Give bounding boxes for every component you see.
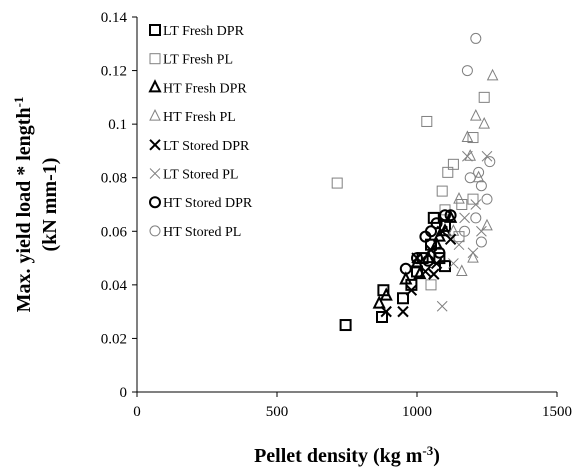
data-point [475, 180, 487, 192]
data-point [425, 279, 437, 291]
data-point [421, 115, 433, 127]
y-axis-label: Max. yield load * length-1 [11, 97, 36, 313]
x-axis-label-part: -3 [422, 443, 433, 458]
data-point [331, 177, 343, 189]
data-point [413, 265, 427, 280]
y-tick-label: 0.06 [101, 224, 128, 240]
data-point [461, 130, 474, 143]
legend-marker [148, 79, 162, 93]
data-point [469, 108, 482, 121]
data-point [467, 132, 479, 144]
data-point [442, 166, 454, 178]
data-point [453, 192, 465, 204]
data-point [399, 262, 412, 275]
data-point [397, 292, 409, 305]
y-axis-label-part: -1 [11, 97, 26, 108]
data-point [459, 212, 470, 224]
data-point [405, 278, 418, 291]
legend-marker [149, 139, 161, 151]
data-point [444, 209, 457, 222]
y-tick-label: 0.04 [101, 278, 128, 294]
y-tick-label: 0.1 [108, 117, 127, 133]
data-point [470, 212, 482, 224]
data-point [447, 158, 459, 170]
legend-label: LT Stored PL [163, 168, 238, 183]
legend-marker [149, 108, 161, 121]
data-point [339, 319, 352, 332]
legend-label: HT Fresh PL [163, 110, 236, 125]
legend-label: HT Stored PL [163, 225, 241, 240]
legend-marker [149, 53, 161, 65]
data-point [481, 150, 493, 162]
y-tick-label: 0.08 [101, 171, 127, 187]
data-point [456, 199, 468, 210]
data-point [411, 252, 423, 265]
x-tick-label: 1500 [542, 404, 572, 420]
data-point [478, 117, 491, 129]
legend-label: LT Fresh PL [163, 53, 233, 68]
data-point [484, 156, 496, 168]
data-point [475, 236, 487, 248]
data-point [405, 284, 418, 296]
data-point [399, 271, 413, 285]
data-point [448, 258, 459, 269]
x-axis-label: Pellet density (kg m-3) [254, 443, 440, 468]
legend-label: HT Stored DPR [163, 196, 253, 211]
data-point [443, 209, 458, 223]
data-point [436, 185, 448, 197]
legend-marker [149, 196, 161, 209]
data-point [473, 166, 485, 178]
data-point [453, 231, 465, 243]
legend-marker [149, 168, 161, 179]
x-tick-label: 500 [266, 404, 289, 420]
legend-label: LT Stored DPR [163, 139, 250, 154]
legend-label: LT Fresh DPR [163, 24, 245, 39]
data-point [376, 311, 388, 323]
x-tick-label: 0 [133, 404, 141, 420]
data-point [379, 287, 393, 301]
y-tick-label: 0.12 [101, 64, 127, 80]
x-tick-label: 1000 [402, 404, 432, 420]
y-axis-label-part: (kN mm-1) [39, 158, 61, 252]
legend-label: HT Fresh DPR [163, 81, 247, 96]
data-point [459, 225, 471, 237]
y-axis-label: (kN mm-1) [39, 158, 61, 252]
y-tick-label: 0.14 [101, 10, 128, 26]
data-point [380, 305, 392, 318]
data-point [428, 268, 440, 280]
y-tick-label: 0 [120, 385, 128, 401]
x-axis-label-part: ) [433, 445, 440, 467]
data-point [425, 225, 437, 238]
data-point [439, 209, 451, 222]
data-point [419, 265, 432, 278]
data-point [422, 254, 435, 267]
data-point [453, 239, 465, 251]
data-point [430, 217, 443, 230]
data-point [436, 300, 448, 312]
legend-marker [149, 24, 161, 36]
data-point [481, 218, 493, 231]
legend-marker [149, 225, 161, 237]
data-point [464, 172, 476, 184]
data-point [486, 68, 499, 81]
data-point [467, 250, 479, 263]
data-point [444, 233, 457, 246]
y-tick-label: 0.02 [101, 331, 127, 347]
data-point [455, 264, 468, 276]
data-point [470, 32, 482, 44]
data-point [481, 193, 493, 205]
data-point [470, 199, 482, 210]
y-axis-label-part: Max. yield load * length [13, 107, 35, 312]
data-point [462, 150, 473, 162]
data-point [433, 246, 446, 259]
data-point [467, 193, 479, 205]
data-point [467, 247, 479, 259]
x-axis-label-part: Pellet density (kg m [254, 445, 423, 467]
data-point [372, 295, 386, 309]
data-point [476, 225, 487, 237]
data-point [397, 305, 409, 318]
data-point [461, 65, 473, 77]
data-point [478, 91, 490, 103]
